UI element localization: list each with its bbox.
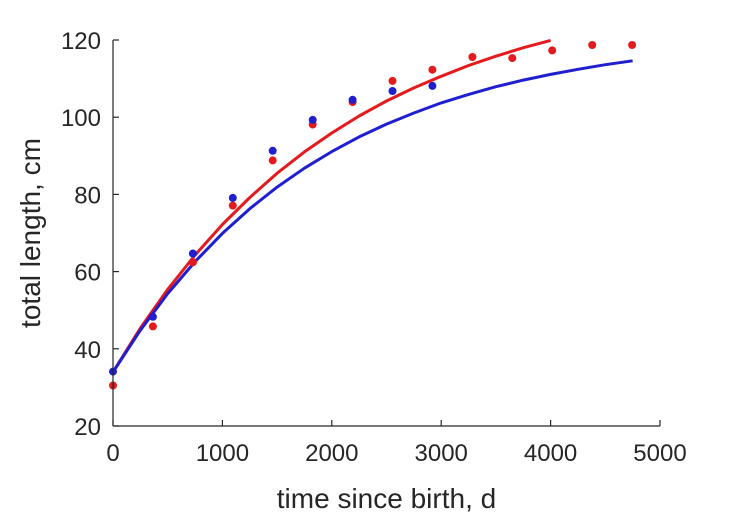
- data-point-series-1: [268, 156, 277, 165]
- fit-curves: [111, 38, 633, 373]
- y-axis-label: total length, cm: [15, 138, 46, 328]
- data-point-series-1: [628, 41, 637, 49]
- x-tick-label: 3000: [415, 440, 468, 467]
- y-tick-label: 60: [74, 260, 101, 287]
- x-axis-label: time since birth, d: [277, 483, 496, 514]
- data-point-series-1: [508, 54, 517, 63]
- plot-area: [109, 38, 637, 390]
- data-point-series-1: [428, 65, 437, 74]
- data-point-series-2: [428, 81, 437, 90]
- y-tick-label: 20: [74, 414, 101, 441]
- data-point-series-2: [308, 115, 317, 124]
- data-point-series-1: [468, 53, 477, 61]
- x-tick-label: 2000: [305, 440, 358, 467]
- data-point-series-1: [388, 76, 397, 85]
- x-axis-ticks: 0 1000 2000 3000 4000 5000: [106, 420, 687, 467]
- data-point-series-1: [188, 258, 197, 267]
- x-tick-label: 0: [106, 440, 119, 467]
- data-point-series-1: [228, 201, 237, 210]
- data-point-series-2: [148, 312, 157, 321]
- y-axis-ticks: 20 40 60 80 100 120: [61, 28, 119, 441]
- data-point-series-1: [588, 41, 597, 49]
- data-point-series-2: [228, 193, 237, 202]
- y-tick-label: 100: [61, 105, 101, 132]
- fit-curve-2: [111, 59, 633, 373]
- x-tick-label: 4000: [524, 440, 577, 467]
- data-point-series-2: [188, 249, 197, 258]
- fit-curve-1: [111, 38, 551, 373]
- y-tick-label: 120: [61, 28, 101, 55]
- data-point-series-1: [548, 46, 557, 55]
- y-tick-label: 40: [74, 337, 101, 364]
- data-point-series-2: [348, 95, 357, 104]
- x-tick-label: 5000: [633, 440, 686, 467]
- y-tick-label: 80: [74, 182, 101, 209]
- data-point-series-1: [148, 322, 157, 331]
- data-point-series-2: [388, 87, 397, 95]
- axes: 0 1000 2000 3000 4000 5000 20 40 60 80 100 120: [61, 28, 687, 467]
- x-tick-label: 1000: [196, 440, 249, 467]
- data-points: [109, 41, 637, 390]
- data-point-series-2: [268, 146, 277, 155]
